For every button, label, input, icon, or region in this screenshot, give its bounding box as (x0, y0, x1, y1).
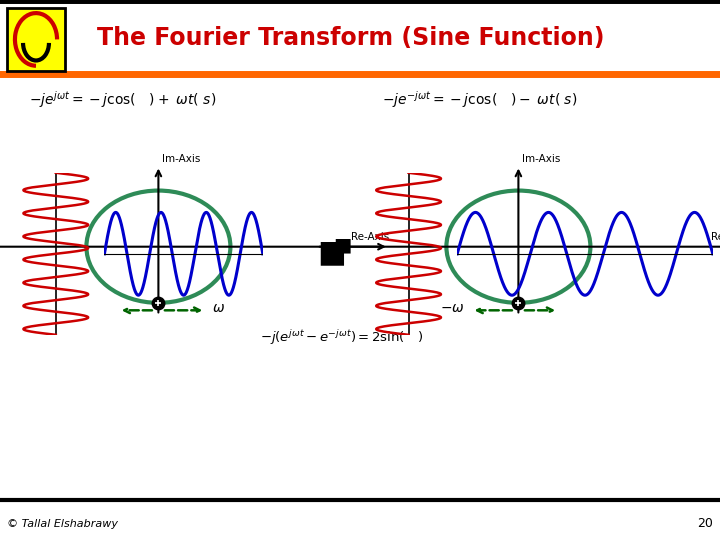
Text: © Tallal Elshabrawy: © Tallal Elshabrawy (7, 519, 118, 529)
Text: $-je^{j\omega t}=-j\mathsf{cos(\ \ \ )}+\ \omega t(\  s)$: $-je^{j\omega t}=-j\mathsf{cos(\ \ \ )}+… (29, 89, 216, 110)
Text: Im-Axis: Im-Axis (162, 153, 200, 164)
Text: $-j(e^{j\omega t}-e^{-j\omega t})=2\sin(\ \ \ )$: $-j(e^{j\omega t}-e^{-j\omega t})=2\sin(… (261, 328, 423, 347)
Text: $\omega$: $\omega$ (212, 301, 225, 315)
Text: The Fourier Transform (Sine Function): The Fourier Transform (Sine Function) (97, 25, 605, 50)
Text: Re-Axis: Re-Axis (711, 232, 720, 242)
Text: $-\omega$: $-\omega$ (440, 301, 464, 315)
FancyBboxPatch shape (7, 8, 66, 71)
Text: Re-Axis: Re-Axis (351, 232, 389, 242)
Text: Im-Axis: Im-Axis (522, 153, 560, 164)
Text: 20: 20 (697, 517, 713, 530)
Text: $-je^{-j\omega t}=-j\mathsf{cos(\ \ \ )}-\ \omega t(\  s)$: $-je^{-j\omega t}=-j\mathsf{cos(\ \ \ )}… (382, 89, 577, 110)
Text: $\blacksquare$: $\blacksquare$ (333, 237, 351, 256)
Text: $\blacksquare$: $\blacksquare$ (318, 239, 345, 268)
